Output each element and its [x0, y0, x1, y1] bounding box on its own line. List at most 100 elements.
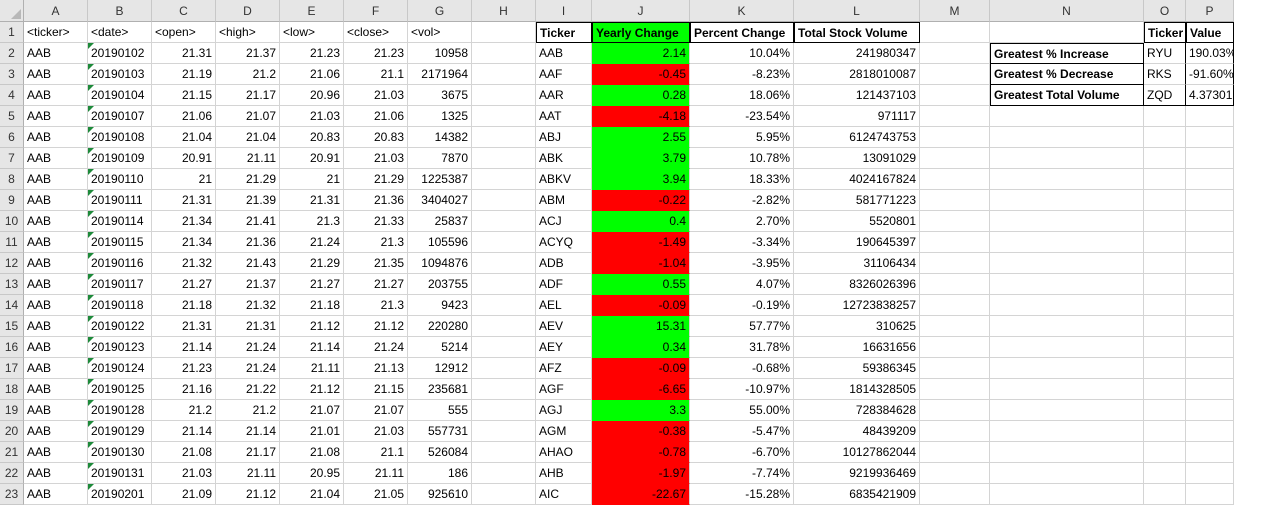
- greatest-value-cell[interactable]: -91.60%: [1186, 64, 1234, 85]
- value-cell[interactable]: 7870: [408, 148, 472, 169]
- yearly-change-cell[interactable]: -0.22: [592, 190, 690, 211]
- value-cell[interactable]: 21.06: [280, 64, 344, 85]
- yearly-change-cell[interactable]: 0.55: [592, 274, 690, 295]
- row-header-19[interactable]: 19: [0, 400, 24, 421]
- yearly-change-cell[interactable]: -1.97: [592, 463, 690, 484]
- cell-M10[interactable]: [920, 211, 990, 232]
- row-header-10[interactable]: 10: [0, 211, 24, 232]
- percent-change-cell[interactable]: 55.00%: [690, 400, 794, 421]
- cell-N6[interactable]: [990, 127, 1144, 148]
- row-header-4[interactable]: 4: [0, 85, 24, 106]
- cell-O13[interactable]: [1144, 274, 1186, 295]
- cell-O10[interactable]: [1144, 211, 1186, 232]
- value-cell[interactable]: 21.23: [344, 43, 408, 64]
- row-header-11[interactable]: 11: [0, 232, 24, 253]
- value-cell[interactable]: 21.22: [216, 379, 280, 400]
- value-cell[interactable]: 21.29: [280, 253, 344, 274]
- cell-N10[interactable]: [990, 211, 1144, 232]
- row-header-13[interactable]: 13: [0, 274, 24, 295]
- value-cell[interactable]: 21.12: [280, 379, 344, 400]
- cell-P16[interactable]: [1186, 337, 1234, 358]
- value-cell[interactable]: 21.15: [152, 85, 216, 106]
- value-cell[interactable]: 20.95: [280, 463, 344, 484]
- greatest-ticker-cell[interactable]: ZQD: [1144, 85, 1186, 106]
- summary-ticker-cell[interactable]: AGF: [536, 379, 592, 400]
- value-cell[interactable]: 21.27: [344, 274, 408, 295]
- value-cell[interactable]: 21.24: [216, 358, 280, 379]
- cell-M13[interactable]: [920, 274, 990, 295]
- value-cell[interactable]: 21.18: [280, 295, 344, 316]
- yearly-change-cell[interactable]: 15.31: [592, 316, 690, 337]
- value-cell[interactable]: 21.3: [344, 232, 408, 253]
- cell-P13[interactable]: [1186, 274, 1234, 295]
- value-cell[interactable]: 21.04: [216, 127, 280, 148]
- total-volume-cell[interactable]: 2818010087: [794, 64, 920, 85]
- cell-O5[interactable]: [1144, 106, 1186, 127]
- value-cell[interactable]: 14382: [408, 127, 472, 148]
- column-header-h[interactable]: H: [472, 0, 536, 22]
- yearly-change-cell[interactable]: 3.3: [592, 400, 690, 421]
- value-cell[interactable]: 3404027: [408, 190, 472, 211]
- date-cell[interactable]: 20190109: [88, 148, 152, 169]
- cell-H19[interactable]: [472, 400, 536, 421]
- summary-ticker-cell[interactable]: AGJ: [536, 400, 592, 421]
- cell-M11[interactable]: [920, 232, 990, 253]
- total-volume-cell[interactable]: 10127862044: [794, 442, 920, 463]
- cell-O9[interactable]: [1144, 190, 1186, 211]
- column-header-a[interactable]: A: [24, 0, 88, 22]
- percent-change-cell[interactable]: 5.95%: [690, 127, 794, 148]
- value-cell[interactable]: 21.03: [344, 85, 408, 106]
- cell-O23[interactable]: [1144, 484, 1186, 505]
- value-cell[interactable]: 21.2: [152, 400, 216, 421]
- cell-M21[interactable]: [920, 442, 990, 463]
- summary-ticker-cell[interactable]: ABM: [536, 190, 592, 211]
- cell-M5[interactable]: [920, 106, 990, 127]
- row-header-14[interactable]: 14: [0, 295, 24, 316]
- percent-change-cell[interactable]: 10.04%: [690, 43, 794, 64]
- column-header-j[interactable]: J: [592, 0, 690, 22]
- cell-H6[interactable]: [472, 127, 536, 148]
- value-cell[interactable]: 21.24: [280, 232, 344, 253]
- value-cell[interactable]: 1325: [408, 106, 472, 127]
- raw-header-cell[interactable]: <vol>: [408, 22, 472, 43]
- cell-M4[interactable]: [920, 85, 990, 106]
- cell-M23[interactable]: [920, 484, 990, 505]
- date-cell[interactable]: 20190104: [88, 85, 152, 106]
- greatest-label-cell[interactable]: Greatest % Increase: [990, 43, 1144, 64]
- value-cell[interactable]: 21.14: [216, 421, 280, 442]
- column-header-d[interactable]: D: [216, 0, 280, 22]
- cell-H23[interactable]: [472, 484, 536, 505]
- percent-change-cell[interactable]: -5.47%: [690, 421, 794, 442]
- value-cell[interactable]: 21.06: [152, 106, 216, 127]
- ticker-cell[interactable]: AAB: [24, 442, 88, 463]
- value-cell[interactable]: 21.2: [216, 400, 280, 421]
- value-cell[interactable]: 220280: [408, 316, 472, 337]
- date-cell[interactable]: 20190117: [88, 274, 152, 295]
- yearly-change-cell[interactable]: -1.49: [592, 232, 690, 253]
- cell-H5[interactable]: [472, 106, 536, 127]
- cell-O12[interactable]: [1144, 253, 1186, 274]
- total-volume-cell[interactable]: 48439209: [794, 421, 920, 442]
- cell-P5[interactable]: [1186, 106, 1234, 127]
- percent-change-cell[interactable]: -6.70%: [690, 442, 794, 463]
- cell-H22[interactable]: [472, 463, 536, 484]
- ticker-cell[interactable]: AAB: [24, 190, 88, 211]
- select-all-corner[interactable]: [0, 0, 24, 22]
- cell-P20[interactable]: [1186, 421, 1234, 442]
- percent-change-cell[interactable]: 10.78%: [690, 148, 794, 169]
- cell-M2[interactable]: [920, 43, 990, 64]
- greatest-label-cell[interactable]: Greatest % Decrease: [990, 64, 1144, 85]
- greatest-ticker-cell[interactable]: RKS: [1144, 64, 1186, 85]
- percent-change-cell[interactable]: 4.07%: [690, 274, 794, 295]
- cell-M17[interactable]: [920, 358, 990, 379]
- percent-change-cell[interactable]: -0.19%: [690, 295, 794, 316]
- column-header-i[interactable]: I: [536, 0, 592, 22]
- total-volume-cell[interactable]: 581771223: [794, 190, 920, 211]
- greatest-value-cell[interactable]: 4.37301E+12: [1186, 85, 1234, 106]
- summary-ticker-cell[interactable]: AAT: [536, 106, 592, 127]
- date-cell[interactable]: 20190116: [88, 253, 152, 274]
- percent-change-cell[interactable]: -0.68%: [690, 358, 794, 379]
- yearly-change-cell[interactable]: -0.45: [592, 64, 690, 85]
- cell-P17[interactable]: [1186, 358, 1234, 379]
- value-cell[interactable]: 21.24: [344, 337, 408, 358]
